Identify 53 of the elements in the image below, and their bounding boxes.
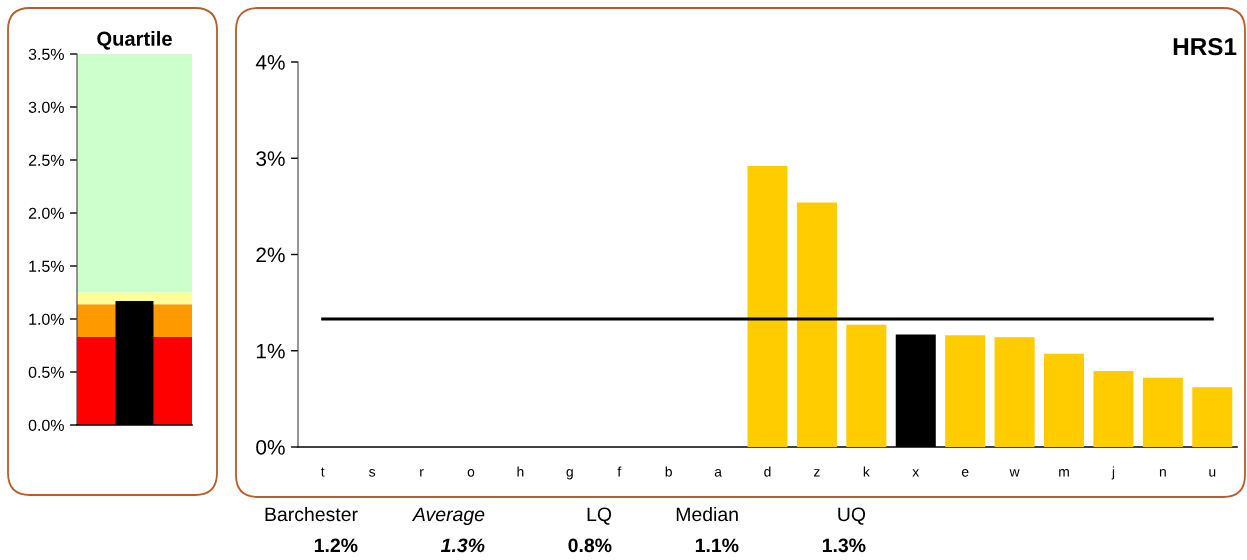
x-tick-label: s [369, 469, 376, 477]
x-tick-label: t [320, 467, 325, 477]
y-tick-label: 3.5% [28, 48, 64, 60]
text: UQ [838, 507, 866, 525]
x-tick-label: b [665, 466, 672, 477]
text: LQ [587, 507, 612, 525]
bar [1142, 377, 1183, 447]
text: Median [676, 506, 738, 522]
text: 0.8% [568, 538, 612, 553]
x-tick-label: k [863, 466, 870, 477]
x-tick-label: x [912, 469, 920, 477]
y-tick-label: 2.5% [28, 154, 64, 166]
x-tick-label: w [1009, 469, 1020, 477]
x-tick-label: r [420, 469, 424, 477]
bar [994, 337, 1035, 447]
x-tick-label: o [467, 469, 475, 477]
x-tick-label: h [517, 466, 524, 477]
bar [1192, 387, 1233, 447]
text: Barchester [265, 506, 358, 522]
y-tick-label: 2.0% [28, 207, 64, 219]
bar [1093, 370, 1134, 447]
x-tick-label: n [1159, 469, 1166, 477]
text: 1.1% [695, 538, 739, 553]
bar [1044, 353, 1085, 447]
chart-title: Quartile [97, 31, 172, 50]
text: 1.3% [440, 538, 485, 553]
x-tick-label: f [617, 466, 622, 477]
y-tick-label: 0.0% [28, 419, 64, 431]
y-tick-label: 1% [256, 343, 285, 359]
bar [945, 335, 986, 447]
y-tick-label: 3.0% [28, 101, 64, 113]
x-tick-label: a [714, 469, 722, 477]
text: 1.3% [822, 538, 866, 553]
bar [747, 165, 788, 447]
x-tick-label: m [1059, 469, 1069, 477]
y-tick-label: 0% [256, 440, 285, 455]
y-tick-label: 0.5% [28, 366, 64, 378]
bar [796, 202, 837, 447]
x-tick-label: e [961, 469, 969, 477]
text: Average [411, 507, 485, 526]
x-tick-label: j [1111, 466, 1115, 480]
y-tick-label: 2% [256, 247, 285, 263]
x-tick-label: g [566, 469, 573, 480]
y-tick-label: 1.0% [29, 313, 64, 325]
y-tick-label: 4% [255, 55, 285, 70]
y-tick-label: 1.5% [29, 260, 64, 272]
x-tick-label: u [1209, 469, 1216, 477]
bar [846, 324, 887, 447]
x-tick-label: d [764, 466, 771, 477]
text: 1.2% [314, 538, 358, 553]
y-tick-label: 3% [256, 151, 285, 166]
chart-title: HRS1 [1173, 38, 1237, 56]
x-tick-label: z [814, 469, 820, 477]
